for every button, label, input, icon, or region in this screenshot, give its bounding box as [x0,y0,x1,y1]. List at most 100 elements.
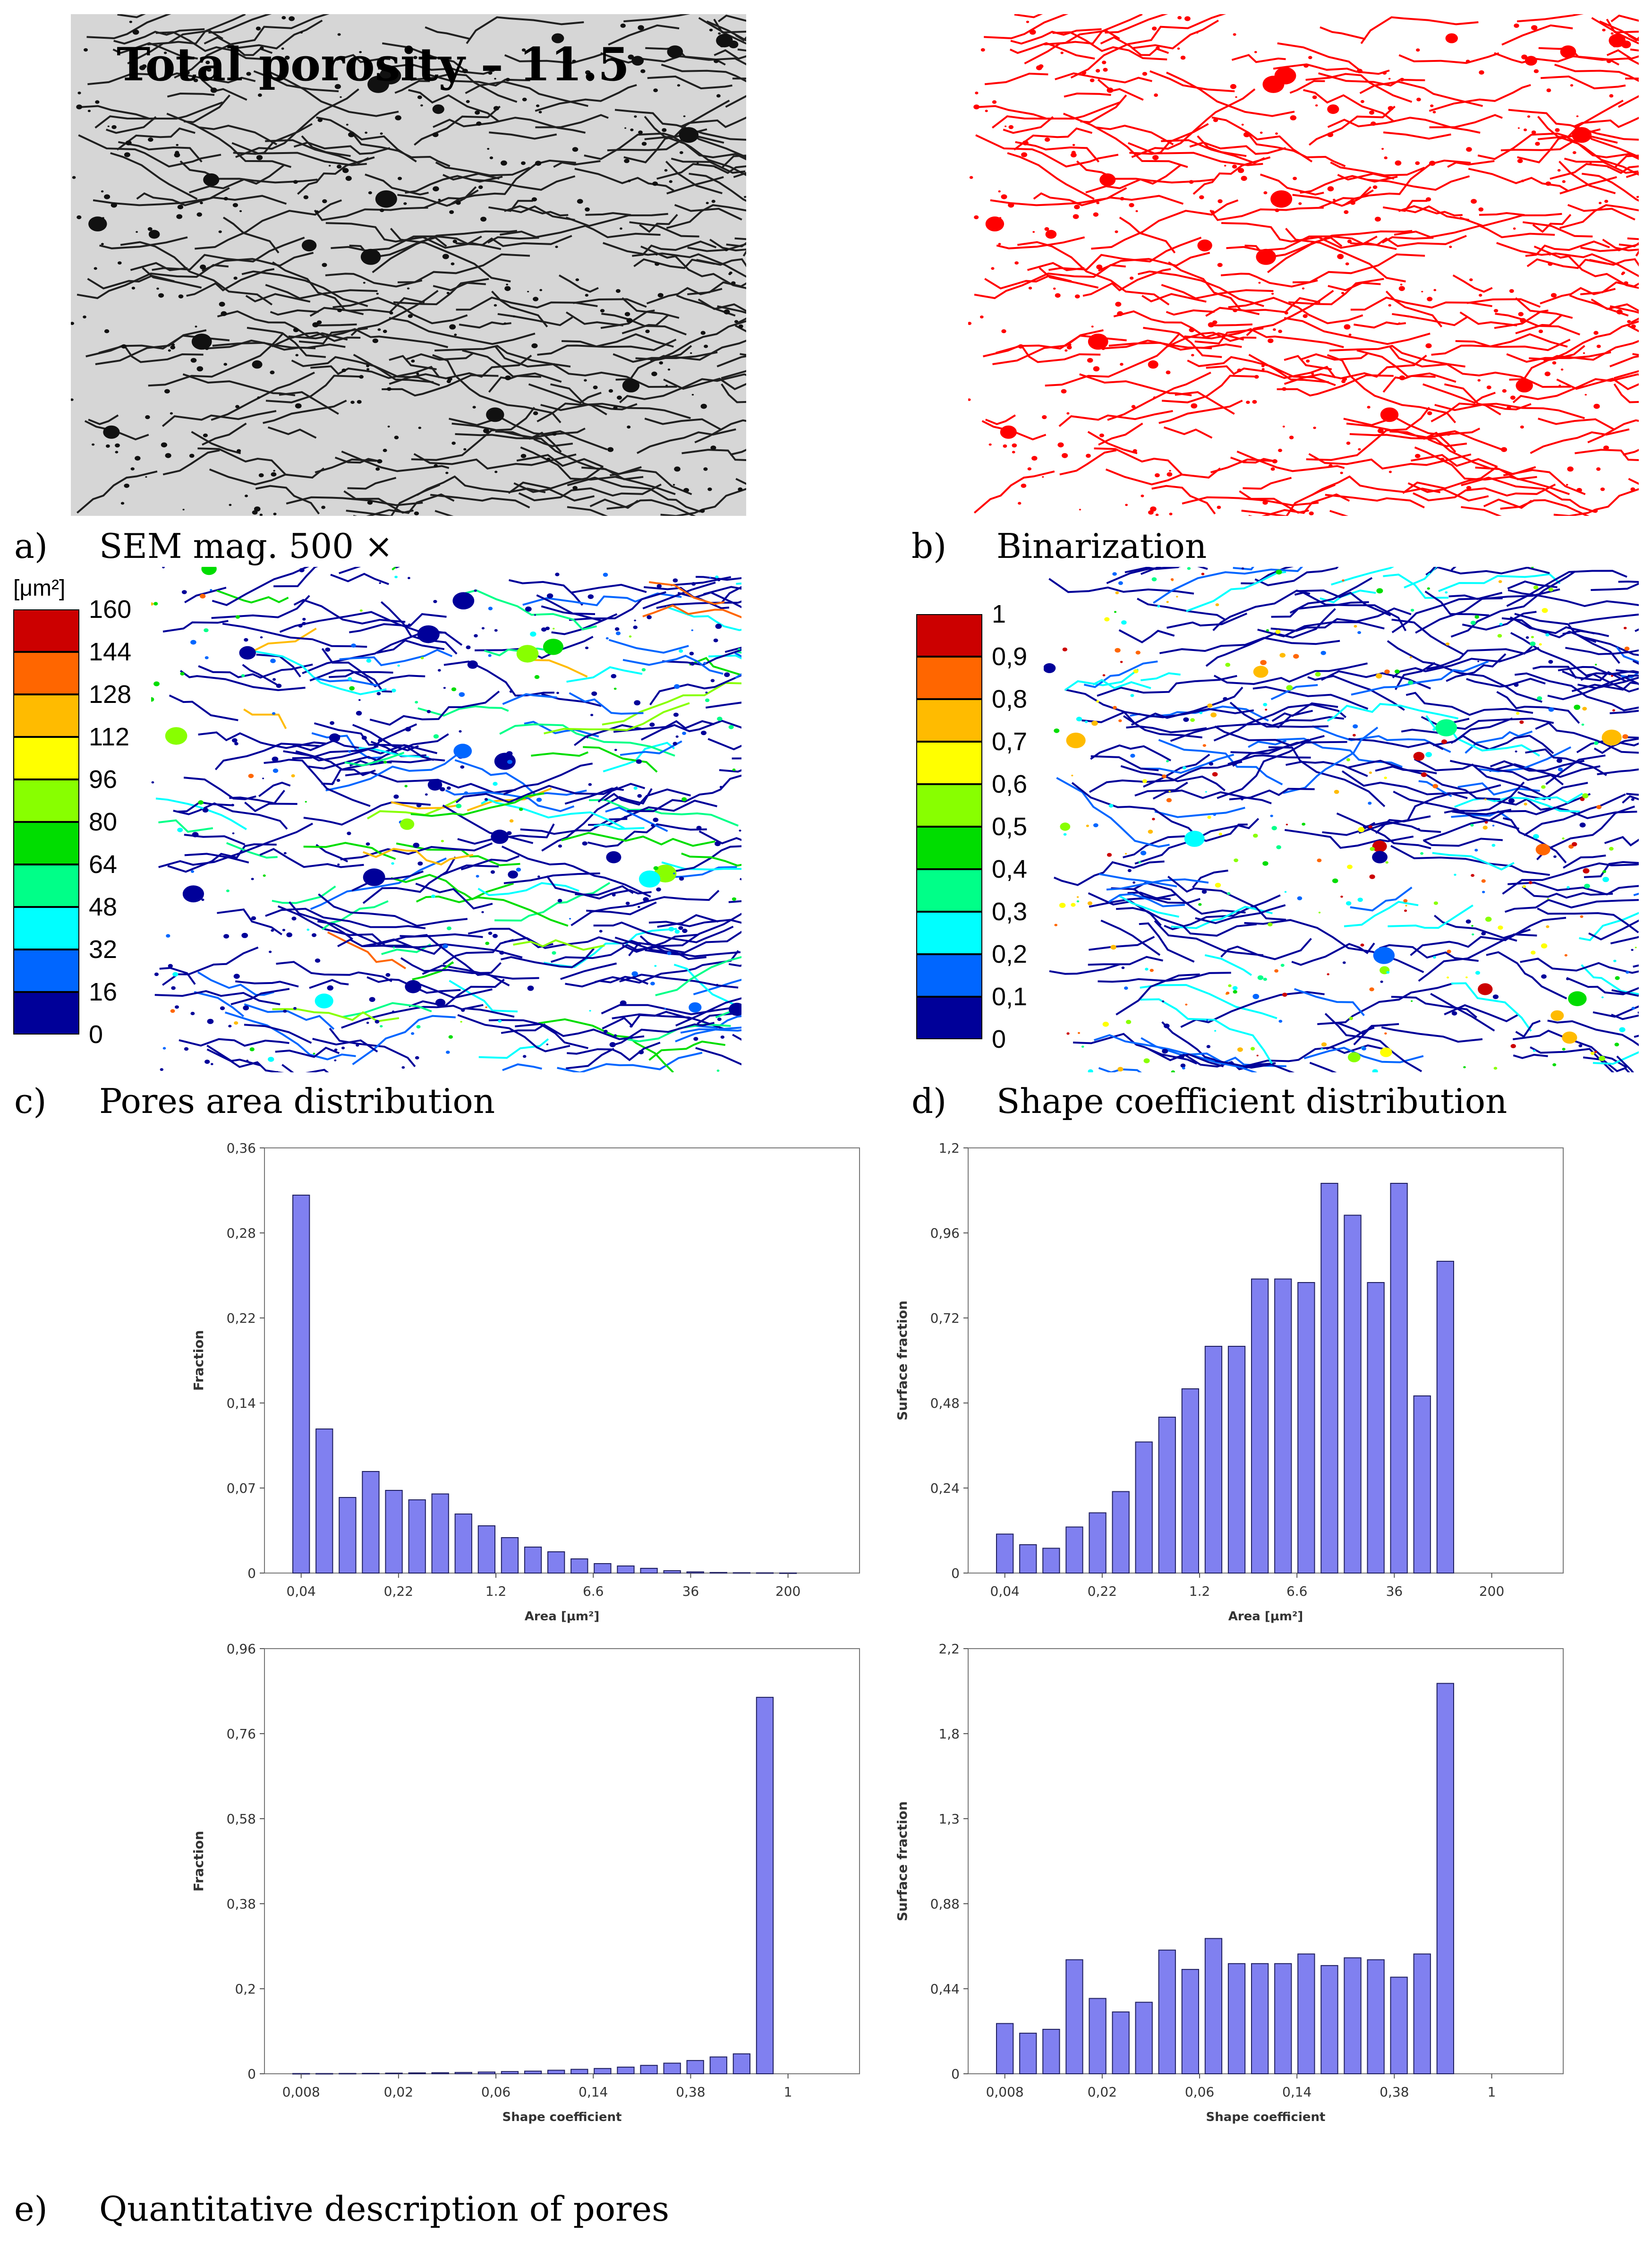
y-tick-label: 1,2 [938,1140,960,1156]
x-axis-label: Shape coefficient [502,2110,622,2124]
x-tick-label: 200 [1479,1583,1504,1599]
area-scale-swatch [13,907,79,949]
x-tick-label: 1.2 [485,1583,507,1599]
area-scale-label: 160 [89,595,132,624]
caption-e-text: Quantitative description of pores [99,2189,670,2229]
histogram-bar [756,1697,774,2075]
shape-scale-label: 0,9 [992,642,1028,671]
histogram-bar [547,1551,565,1574]
histogram-bar [1297,1282,1315,1574]
caption-d-label: d) [911,1081,947,1121]
area-scale-swatch [13,992,79,1035]
x-tick-label: 1.2 [1189,1583,1210,1599]
y-tick-label: 0 [951,2066,960,2082]
shape-scale-label: 0,6 [992,770,1028,798]
x-tick-label: 6.6 [1286,1583,1308,1599]
histogram-bar [663,1570,681,1574]
histogram-shape-surface-fraction: 0 0,44 0,88 1,3 1,8 2,2 0,008 0,02 0,06 0,14 0,38 1… [894,1641,1564,2124]
area-colored-pores [151,567,741,1072]
histogram-bar [756,1572,774,1574]
histogram-area-fraction: 0 0,07 0,14 0,22 0,28 0,36 0,04 0,22 1.2 6.6 36 200… [191,1140,860,1624]
shape-scale-label: 0,1 [992,983,1028,1011]
area-scale-swatch [13,864,79,907]
x-tick-label: 0,14 [579,2084,608,2100]
histogram-bar [1344,1957,1362,2074]
area-scale-label: 128 [89,680,132,709]
histogram-area-surface-fraction: 0 0,24 0,48 0,72 0,96 1,2 0,04 0,22 1.2 6.6 36 200 A… [894,1140,1564,1624]
histogram-bar [1367,1282,1385,1574]
histogram-bar [1436,1683,1454,2075]
x-tick-label: 0,06 [1185,2084,1214,2100]
shape-colored-pores [1044,567,1637,1072]
histogram-bar [1135,1441,1153,1574]
area-scale-swatch [13,779,79,822]
histogram-bar [686,1571,704,1574]
histogram-bar [431,1493,449,1574]
area-scale-swatch [13,949,79,992]
shape-scale-label: 1 [992,600,1006,628]
x-tick-label: 1 [784,2084,792,2100]
y-tick-label: 0,72 [930,1310,960,1326]
area-scale-label: 144 [89,638,132,666]
histogram-bar [617,1565,635,1574]
histogram-bar [1367,1959,1385,2074]
caption-e: e) Quantitative description of pores [14,2192,669,2226]
area-scale-label: 48 [89,893,118,921]
shape-scale-swatch [916,784,982,827]
histogram-bar [431,2072,449,2075]
histogram-bar [362,2073,380,2075]
x-tick-label: 36 [1386,1583,1403,1599]
histogram-bar [454,1514,472,1574]
y-tick-label: 0,24 [930,1480,960,1496]
shape-colored-cracks [1048,567,1639,1072]
shape-scale-swatch [916,614,982,657]
x-tick-label: 200 [775,1583,800,1599]
x-tick-label: 0,14 [1282,2084,1311,2100]
histogram-bar [1204,1346,1223,1574]
histogram-bar [1019,1544,1037,1574]
x-tick-label: 0,02 [1088,2084,1117,2100]
area-colored-cracks [154,567,741,1072]
x-tick-label: 0,38 [1380,2084,1409,2100]
histogram-bar [1112,1491,1130,1574]
y-tick-label: 0 [247,2066,256,2082]
y-tick-label: 1,3 [938,1811,960,1827]
y-tick-label: 0,44 [930,1981,960,1997]
area-scale-label: 0 [89,1020,103,1049]
histogram-bar [1413,1953,1431,2075]
histogram-bar [1158,1950,1176,2074]
sem-pores [70,16,743,516]
caption-c: c) Pores area distribution [14,1084,495,1118]
area-scale-swatch [13,609,79,652]
shape-scale-swatch [916,827,982,869]
area-scale-label: 96 [89,765,118,794]
panel-c: [μm²] 160 144 128 112 96 80 64 48 32 16 0 [0,567,756,1072]
shape-scale-swatch [916,657,982,699]
shape-color-scale: 1 0,9 0,8 0,7 0,6 0,5 0,4 0,3 0,2 0,1 0 [916,601,1027,1052]
histogram-bar [1227,1963,1246,2074]
histogram-shape-fraction: 0 0,2 0,38 0,58 0,76 0,96 0,008 0,02 0,06 0,14 0,3… [191,1641,860,2124]
histogram-bar [617,2066,635,2075]
histogram-bar [408,2072,426,2074]
histogram-bar [594,2068,612,2075]
area-scale-label: 80 [89,808,118,836]
y-tick-label: 0,14 [227,1395,256,1411]
histogram-bar [524,2070,542,2075]
x-tick-label: 0,06 [481,2084,511,2100]
histogram-bar [1181,1969,1200,2074]
histogram-bar [663,2062,681,2074]
caption-e-label: e) [14,2189,48,2229]
histogram-bar [640,1568,658,1574]
x-tick-label: 0,008 [986,2084,1024,2100]
x-tick-label: 0,04 [990,1583,1020,1599]
shape-scale-label: 0,4 [992,855,1028,883]
histogram-bar [524,1547,542,1574]
histogram-bar [1135,2002,1153,2074]
histogram-bar [1320,1183,1338,1574]
y-tick-label: 0 [951,1565,960,1581]
shape-scale-label: 0,2 [992,940,1028,968]
y-tick-label: 0,76 [227,1726,256,1742]
histogram-bar [1042,1548,1060,1574]
shape-scale-label: 0,5 [992,813,1028,841]
histogram-bar [292,1195,310,1574]
